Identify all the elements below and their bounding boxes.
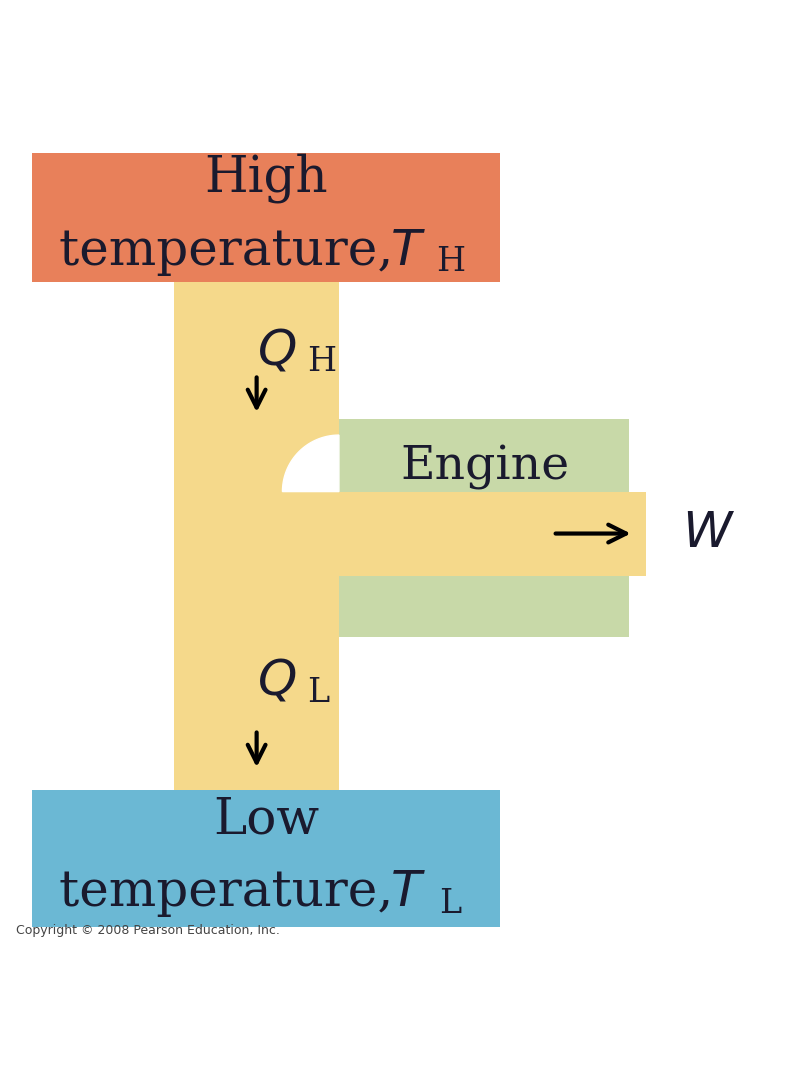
Bar	[339, 491, 646, 577]
Text: Engine: Engine	[400, 444, 570, 489]
Bar	[178, 419, 629, 637]
Text: H: H	[307, 347, 336, 378]
Text: L: L	[307, 677, 328, 710]
Bar	[32, 152, 500, 282]
Text: L: L	[439, 888, 462, 920]
Text: Copyright © 2008 Pearson Education, Inc.: Copyright © 2008 Pearson Education, Inc.	[16, 924, 280, 937]
Text: temperature,: temperature,	[59, 227, 409, 275]
Text: Low: Low	[213, 795, 320, 845]
Text: $\it{W}$: $\it{W}$	[682, 509, 735, 558]
Text: temperature,: temperature,	[59, 868, 409, 917]
Text: High: High	[204, 153, 328, 203]
Bar	[174, 282, 339, 798]
Text: $\it{Q}$: $\it{Q}$	[257, 657, 296, 706]
Bar	[32, 791, 500, 928]
Text: $\it{Q}$: $\it{Q}$	[257, 326, 296, 375]
Text: $\it{T}$: $\it{T}$	[390, 227, 425, 275]
Polygon shape	[282, 435, 339, 491]
Text: $\it{T}$: $\it{T}$	[390, 868, 425, 917]
Text: H: H	[436, 246, 465, 279]
